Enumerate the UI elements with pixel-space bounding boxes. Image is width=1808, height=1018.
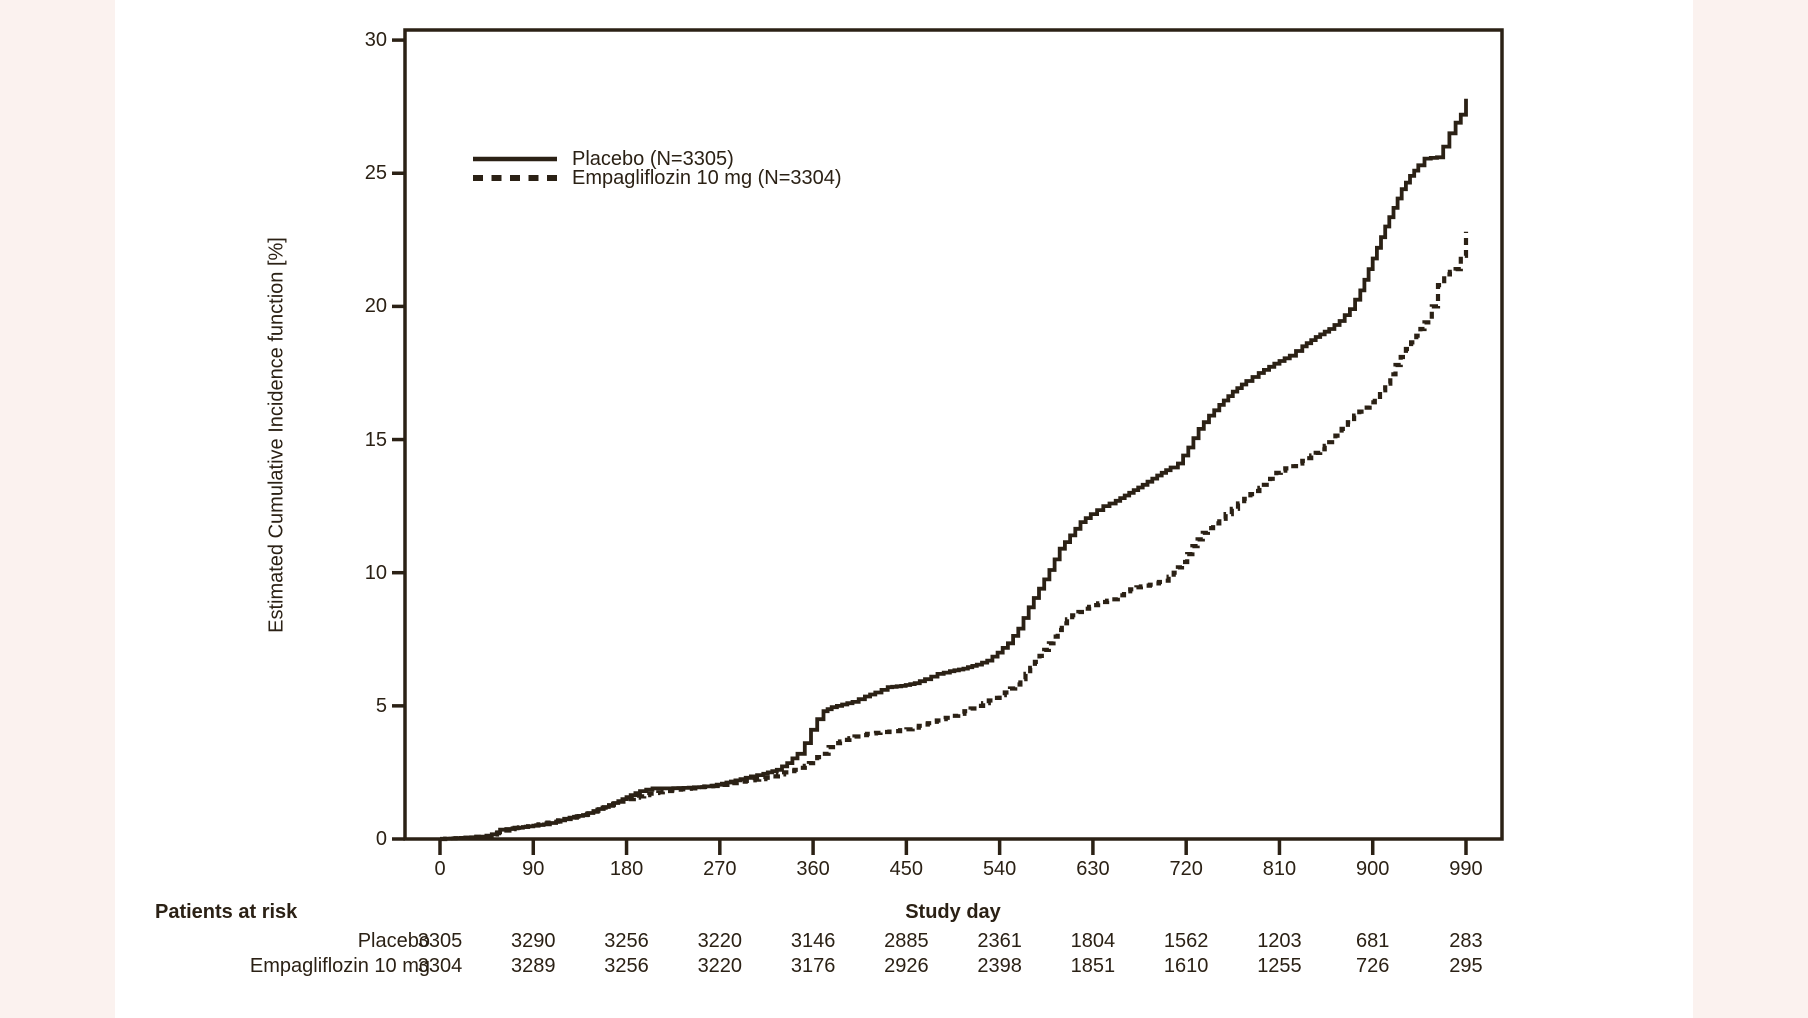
risk-value: 3146: [790, 930, 836, 952]
solid-line-swatch-icon: [473, 156, 557, 162]
risk-value: 3256: [604, 930, 649, 952]
y-tick-label: 10: [364, 561, 387, 584]
x-tick-label: 0: [434, 858, 446, 880]
risk-value: 681: [1356, 930, 1390, 952]
axis-ticks: [392, 38, 1468, 855]
y-tick-label: 25: [364, 162, 387, 185]
risk-value: 2398: [977, 955, 1022, 977]
risk-value: 726: [1356, 955, 1390, 977]
y-tick-label: 30: [364, 29, 387, 52]
y-tick-label: 20: [364, 295, 387, 318]
x-tick-label: 450: [889, 858, 924, 880]
risk-value: 3176: [790, 955, 836, 977]
x-tick-label: 900: [1356, 858, 1390, 880]
y-tick-label: 15: [364, 428, 387, 451]
x-tick-label: 180: [609, 858, 644, 880]
patients-at-risk-heading: Patients at risk: [155, 901, 298, 923]
legend-item-empagliflozin: Empagliflozin 10 mg (N=3304): [473, 167, 842, 189]
risk-value: 2926: [884, 955, 929, 977]
risk-value: 1562: [1163, 930, 1209, 952]
incidence-curves: [440, 98, 1469, 842]
x-tick-label: 990: [1449, 858, 1483, 880]
risk-value: 3290: [511, 930, 556, 952]
legend-label-placebo: Placebo (N=3305): [572, 147, 734, 170]
risk-value: 283: [1449, 930, 1483, 952]
dashed-line-swatch-icon: [473, 175, 557, 181]
x-tick-label: 720: [1169, 858, 1203, 880]
legend-label-empagliflozin: Empagliflozin 10 mg (N=3304): [572, 166, 842, 189]
curve-placebo: [440, 98, 1468, 841]
x-tick-label: 630: [1076, 858, 1110, 880]
risk-row-label-placebo: Placebo: [357, 930, 430, 952]
x-tick-label: 270: [703, 858, 737, 880]
x-tick-label: 540: [982, 858, 1017, 880]
risk-value: 1804: [1070, 930, 1116, 952]
plot-frame: [403, 28, 1504, 841]
x-tick-label: 810: [1262, 858, 1297, 880]
risk-value: 2361: [977, 930, 1022, 952]
x-tick-label: 360: [796, 858, 830, 880]
risk-value: 295: [1449, 955, 1483, 977]
risk-row-label-empagliflozin: Empagliflozin 10 mg: [249, 955, 430, 977]
y-tick-label: 5: [375, 694, 387, 717]
risk-value: 3289: [511, 955, 556, 977]
risk-value: 3220: [697, 955, 743, 977]
x-tick-label: 90: [522, 858, 545, 880]
risk-value: 1203: [1257, 930, 1302, 952]
risk-value: 1255: [1257, 955, 1302, 977]
y-tick-label: 0: [375, 828, 387, 850]
y-axis-title: Estimated Cumulative Incidence function …: [265, 237, 288, 633]
risk-value: 3256: [604, 955, 649, 977]
curve-empagliflozin: [440, 231, 1469, 842]
risk-value: 3305: [417, 930, 463, 952]
risk-value: 1610: [1163, 955, 1209, 977]
risk-value: 2885: [884, 930, 929, 952]
legend-item-placebo: Placebo (N=3305): [473, 148, 734, 170]
x-axis-title: Study day: [905, 901, 1001, 923]
risk-value: 1851: [1070, 955, 1116, 977]
figure-panel: [115, 0, 1693, 1018]
risk-value: 3304: [417, 955, 463, 977]
risk-value: 3220: [697, 930, 743, 952]
